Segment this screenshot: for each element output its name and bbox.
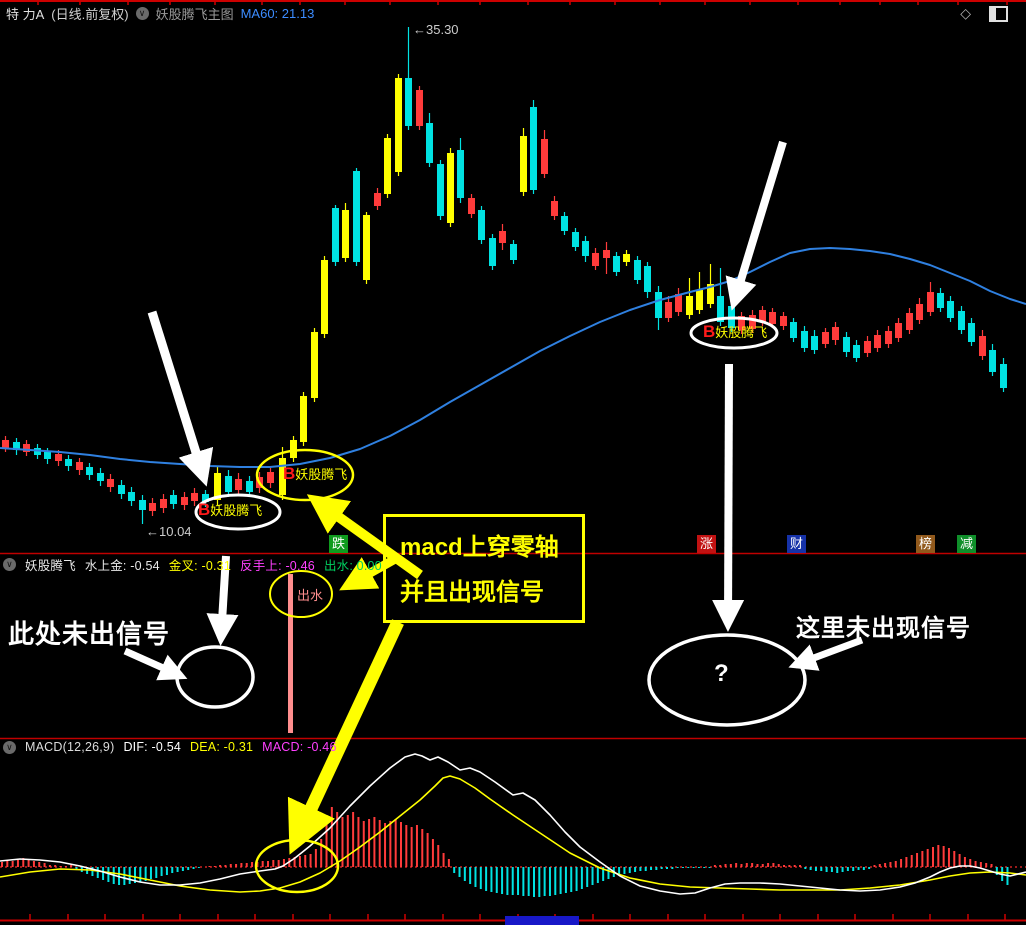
mid-panel-header: ∨ 妖股腾飞 水上金: -0.54 金叉: -0.31 反手上: -0.46 出水: 0… (3, 555, 382, 574)
indicator-value: MACD(12,26,9) (25, 740, 115, 754)
chushui-signal-label: 出水 (297, 588, 324, 603)
dif-line (0, 753, 1026, 895)
signal-name: 妖股腾飞 (210, 503, 263, 518)
indicator-value: 反手上: -0.46 (240, 559, 315, 573)
collapse-icon[interactable]: ∨ (3, 558, 16, 571)
buy-signal-label-mid: B 妖股腾飞 (283, 464, 347, 483)
ma60-value: MA60: 21.13 (240, 6, 315, 21)
chevron-down-icon[interactable]: ∨ (135, 7, 149, 20)
right-annotation-text: 这里未出现信号 (796, 615, 971, 642)
market-tag[interactable]: 跌 (329, 535, 348, 553)
diamond-icon[interactable]: ◇ (960, 5, 971, 21)
bottom-axis (0, 914, 1026, 925)
layout-split-icon[interactable] (989, 5, 1008, 22)
window-corner-icons: ◇ (960, 5, 1008, 22)
macd-panel-values: MACD(12,26,9) DIF: -0.54 DEA: -0.31 MACD: -… (25, 740, 337, 754)
title-bar: 特 力A (日线.前复权) ∨ 妖股腾飞主图 MA60: 21.13 (6, 4, 314, 23)
low-price-label: ←10.04 (146, 524, 192, 539)
buy-signal-label-right: B 妖股腾飞 (703, 322, 767, 341)
question-mark: ? (714, 660, 729, 687)
indicator-value: 金叉: -0.31 (168, 559, 231, 573)
callout-line2: 并且出现信号 (400, 579, 544, 606)
peak-price-label: ←35.30 (413, 22, 459, 37)
macd-panel-header: ∨ MACD(12,26,9) DIF: -0.54 DEA: -0.31 MACD:… (3, 740, 337, 754)
left-signal-oval (194, 493, 282, 531)
right-signal-oval (689, 316, 779, 350)
market-tag[interactable]: 财 (787, 535, 806, 553)
top-ruler (0, 0, 1026, 5)
indicator-value: DIF: -0.54 (123, 740, 182, 754)
signal-name: 妖股腾飞 (295, 467, 348, 482)
dea-line (0, 775, 1026, 893)
ma60-line (0, 247, 1026, 468)
signal-b-letter: B (198, 500, 211, 519)
candlesticks (2, 27, 1007, 524)
left-annotation-text: 此处未出信号 (8, 619, 171, 649)
macd-callout-box: macd上穿零轴 并且出现信号 (383, 514, 585, 623)
question-oval (647, 633, 807, 727)
chushui-oval (269, 570, 333, 618)
indicator-value: 妖股腾飞 (25, 559, 76, 573)
hand-annotations (123, 140, 864, 894)
indicator-value: 水上金: -0.54 (84, 559, 160, 573)
indicator-value: 出水: 0.00 (323, 559, 382, 573)
indicator-value: DEA: -0.31 (190, 740, 254, 754)
mid-panel-values: 妖股腾飞 水上金: -0.54 金叉: -0.31 反手上: -0.46 出水: 0.0… (25, 555, 382, 574)
signal-name: 妖股腾飞 (715, 325, 768, 340)
panel-separators (0, 552, 1026, 740)
macd-histogram (0, 807, 1026, 897)
collapse-icon[interactable]: ∨ (3, 740, 16, 754)
signal-b-letter: B (703, 322, 716, 341)
period-label: (日线.前复权) (51, 7, 129, 22)
signal-b-letter: B (283, 464, 296, 483)
stock-name: 特 力A (6, 7, 45, 22)
market-tag[interactable]: 榜 (916, 535, 935, 553)
market-tag[interactable]: 减 (957, 535, 976, 553)
yellow-signal-oval (255, 448, 355, 502)
chushui-bar (288, 574, 293, 733)
market-tag[interactable]: 涨 (697, 535, 716, 553)
selected-date-highlight[interactable] (505, 916, 579, 925)
indicator-value: MACD: -0.46 (262, 740, 337, 754)
main-indicator-name[interactable]: 妖股腾飞主图 (155, 7, 234, 22)
left-empty-oval (175, 645, 255, 709)
callout-line1: macd上穿零轴 (400, 534, 559, 561)
buy-signal-label-left: B 妖股腾飞 (198, 500, 262, 519)
